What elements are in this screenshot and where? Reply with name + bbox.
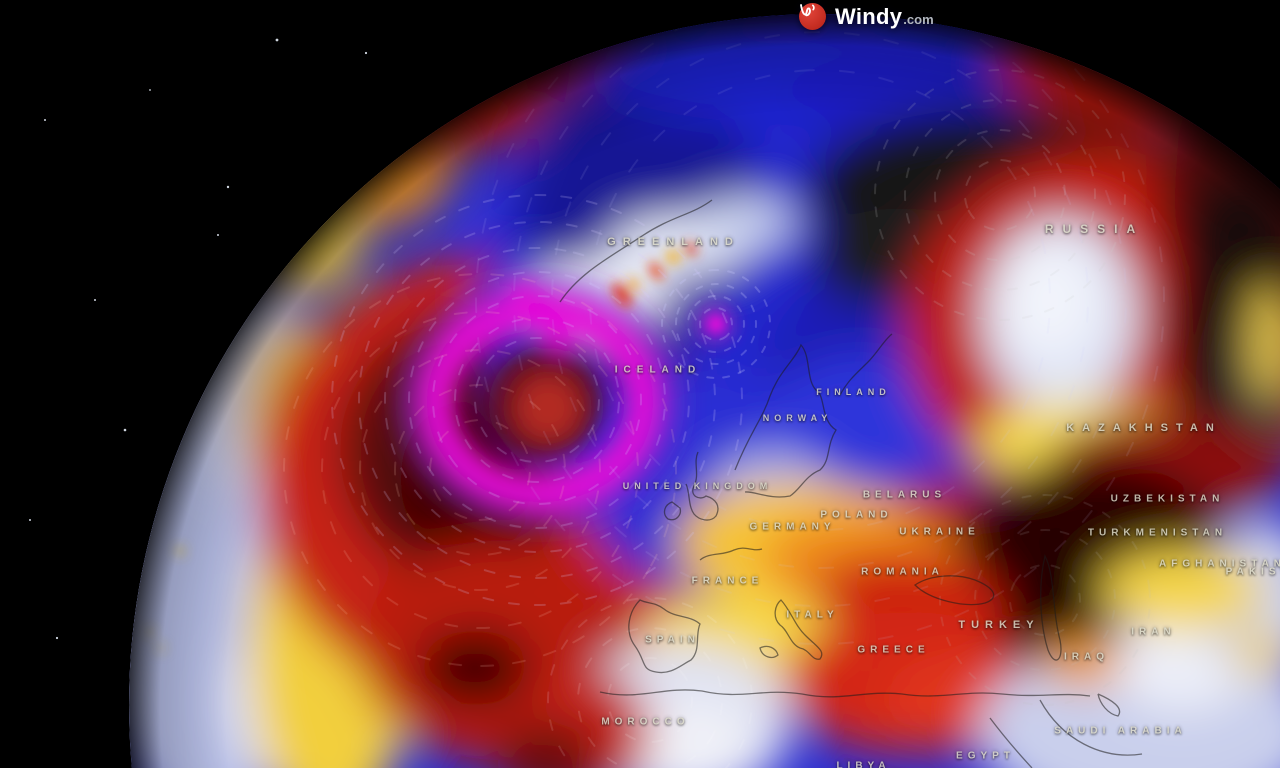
windy-tld: .com <box>903 11 934 27</box>
windy-swirl-icon <box>799 3 826 30</box>
stars <box>29 38 368 640</box>
windy-logo-text: Windy .com <box>835 4 934 30</box>
windy-brand: Windy <box>835 3 903 29</box>
windy-logo[interactable]: Windy .com <box>799 3 934 30</box>
limb-shade <box>129 14 1280 768</box>
